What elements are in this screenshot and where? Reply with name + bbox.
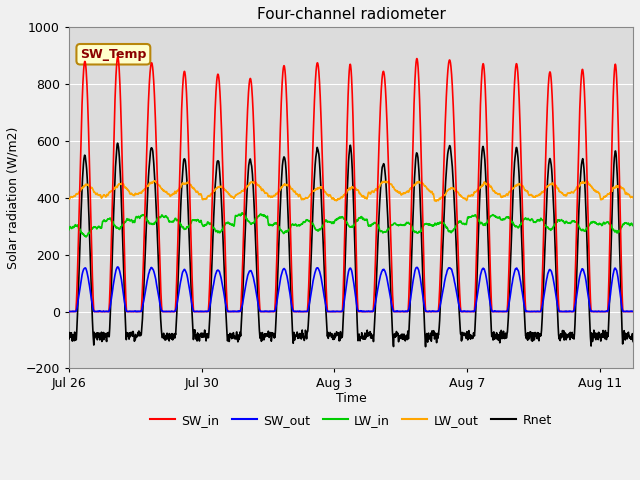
Legend: SW_in, SW_out, LW_in, LW_out, Rnet: SW_in, SW_out, LW_in, LW_out, Rnet: [145, 409, 557, 432]
Title: Four-channel radiometer: Four-channel radiometer: [257, 7, 445, 22]
Y-axis label: Solar radiation (W/m2): Solar radiation (W/m2): [7, 127, 20, 269]
X-axis label: Time: Time: [335, 392, 366, 405]
Text: SW_Temp: SW_Temp: [80, 48, 147, 61]
